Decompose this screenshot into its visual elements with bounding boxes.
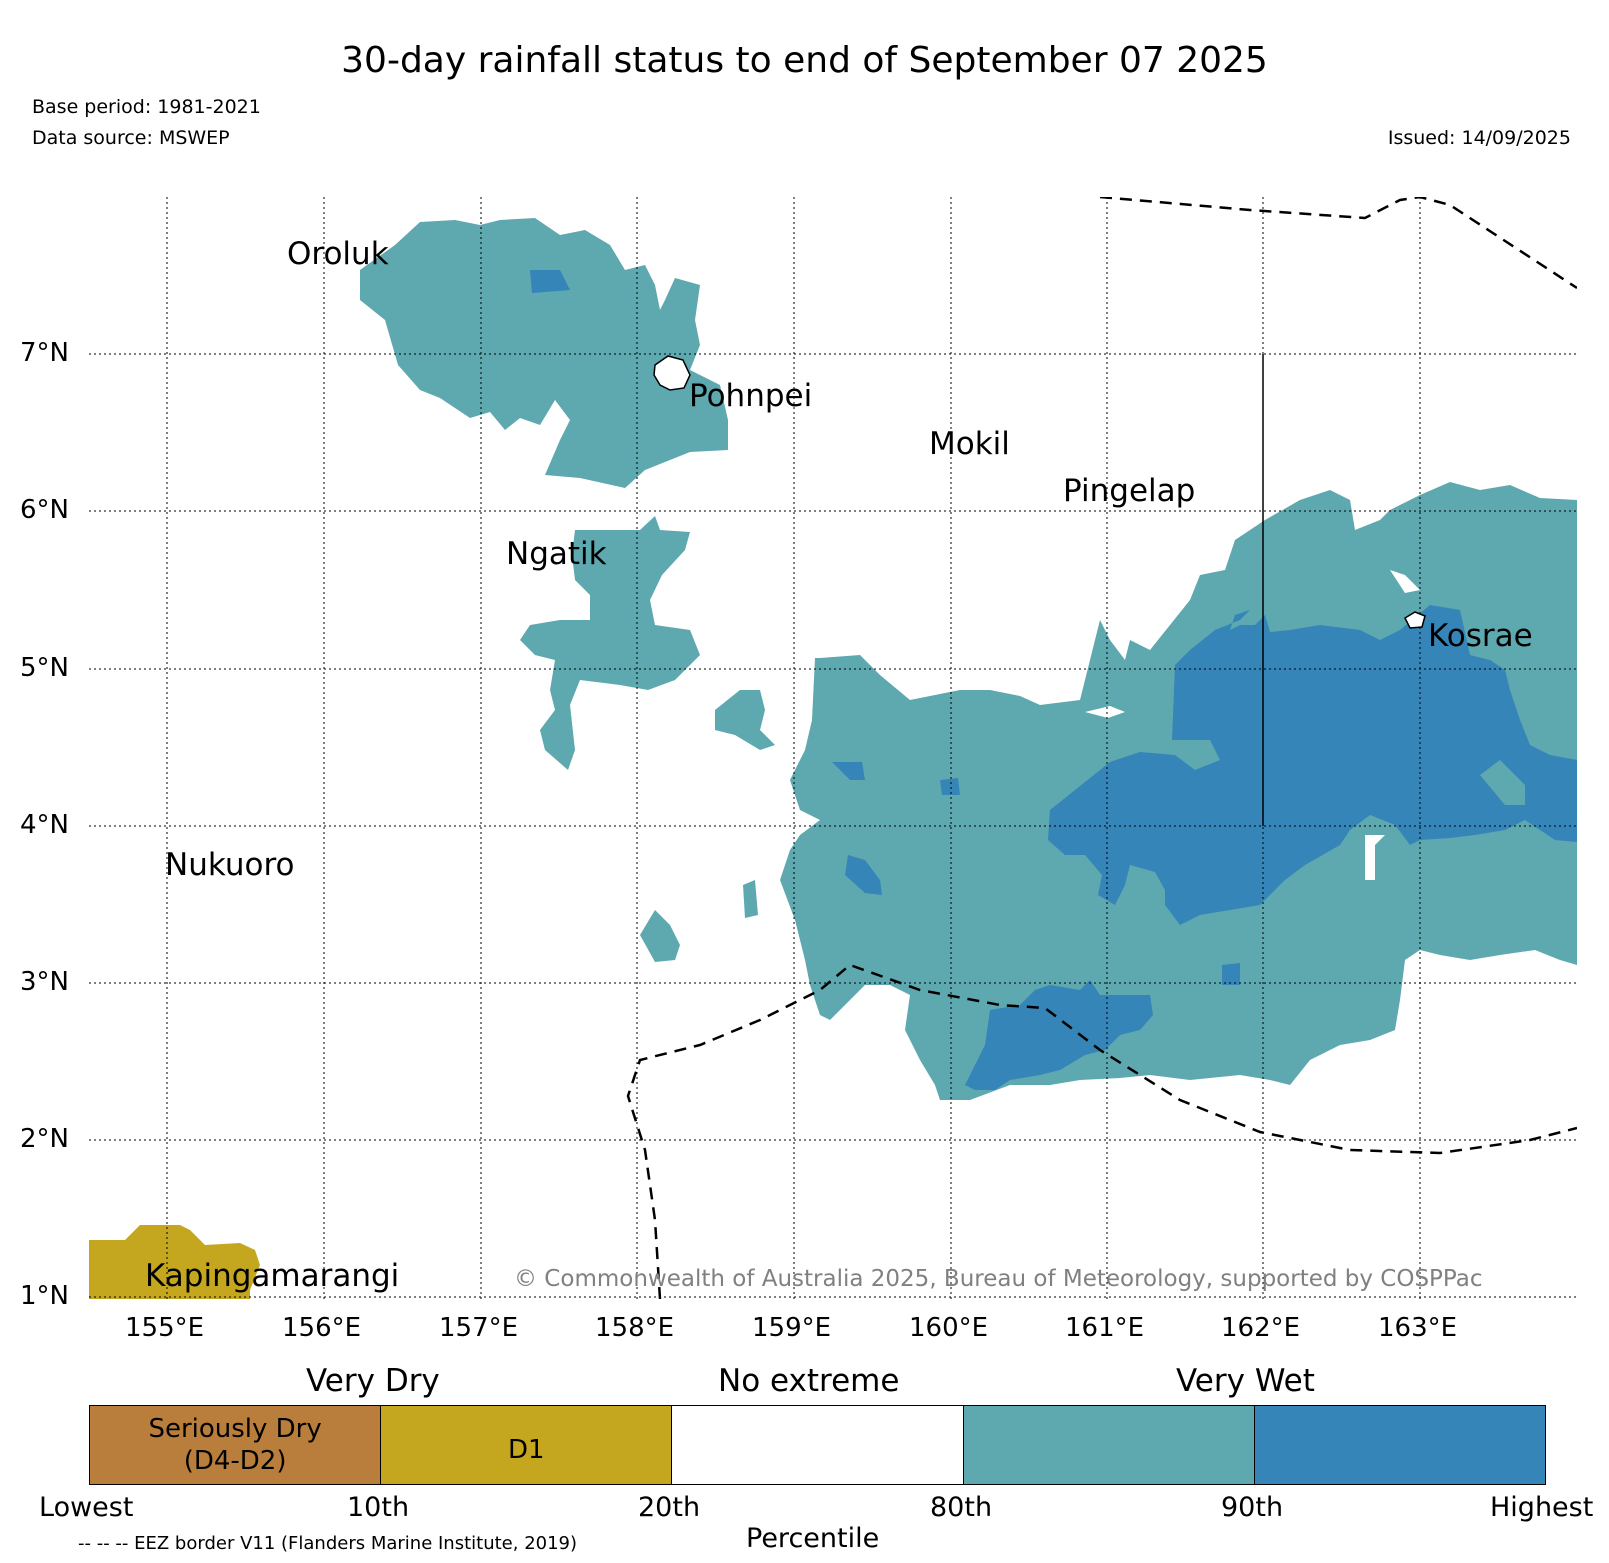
place-label-mokil: Mokil: [929, 426, 1010, 462]
place-label-pingelap: Pingelap: [1063, 473, 1196, 509]
very-wet-patch: [640, 910, 680, 962]
legend-tick-10th: 10th: [347, 1492, 410, 1523]
legend-tick-80th: 80th: [930, 1492, 993, 1523]
place-label-kapingamarangi: Kapingamarangi: [145, 1258, 400, 1294]
legend-group-no-extreme: No extreme: [718, 1363, 900, 1399]
lon-label: 159°E: [752, 1313, 832, 1343]
legend-box-d1: D1: [381, 1406, 673, 1484]
kosrae-island-outline: [1404, 611, 1426, 629]
lat-label: 2°N: [20, 1124, 69, 1154]
lat-label: 1°N: [20, 1281, 69, 1311]
very-high-patch: [832, 762, 865, 780]
lat-label: 4°N: [20, 810, 69, 840]
hole: [1085, 706, 1125, 718]
issued-date: Issued: 14/09/2025: [1387, 127, 1571, 149]
legend-tick-90th: 90th: [1221, 1492, 1284, 1523]
place-label-oroluk: Oroluk: [287, 236, 389, 272]
lon-label: 156°E: [282, 1313, 362, 1343]
hole: [1390, 570, 1420, 593]
very-wet-patch: [743, 880, 758, 918]
lon-label: 161°E: [1065, 1313, 1145, 1343]
legend-tick-20th: 20th: [638, 1492, 701, 1523]
very-wet-patch: [715, 690, 775, 750]
eez-borders: [626, 197, 1577, 1299]
very-high-patch: [530, 270, 570, 293]
very-wet-inset: [1480, 760, 1525, 805]
legend-tick-lowest: Lowest: [39, 1492, 134, 1523]
very-high-region-south: [965, 980, 1153, 1090]
lat-label: 5°N: [20, 653, 69, 683]
lon-label: 158°E: [595, 1313, 675, 1343]
very-wet-region-north: [360, 218, 728, 488]
copyright-notice: © Commonwealth of Australia 2025, Bureau…: [514, 1266, 1483, 1292]
eez-border-note: -- -- -- EEZ border V11 (Flanders Marine…: [78, 1533, 578, 1554]
lon-label: 155°E: [125, 1313, 205, 1343]
legend-group-very-wet: Very Wet: [1176, 1363, 1315, 1399]
very-high-patch: [845, 855, 882, 895]
lon-label: 162°E: [1221, 1313, 1301, 1343]
legend-group-very-dry: Very Dry: [306, 1363, 440, 1399]
legend-tick-highest: Highest: [1490, 1492, 1594, 1523]
base-period: Base period: 1981-2021: [32, 96, 261, 118]
lon-label: 157°E: [439, 1313, 519, 1343]
legend-box-80-90: [963, 1406, 1255, 1484]
very-wet-region-ngatik: [520, 516, 700, 770]
map-title: 30-day rainfall status to end of Septemb…: [341, 40, 1268, 81]
legend-box-seriously-dry: Seriously Dry (D4-D2): [90, 1406, 382, 1484]
place-label-pohnpei: Pohnpei: [689, 378, 813, 414]
data-source: Data source: MSWEP: [32, 127, 230, 149]
place-label-nukuoro: Nukuoro: [165, 847, 295, 883]
lat-label: 3°N: [20, 967, 69, 997]
very-high-patch: [1222, 963, 1240, 985]
d1-region-kapingamarangi: [89, 1225, 260, 1299]
legend-box-no-extreme: [672, 1406, 964, 1484]
legend-box-90-highest: [1254, 1406, 1546, 1484]
very-high-patch: [940, 778, 960, 795]
graticule: [89, 197, 1577, 1299]
rainfall-regions: [89, 218, 1577, 1299]
lat-label: 6°N: [20, 495, 69, 525]
lat-label: 7°N: [20, 338, 69, 368]
very-high-region-main: [1048, 605, 1577, 925]
place-label-kosrae: Kosrae: [1428, 618, 1533, 654]
lon-label: 160°E: [909, 1313, 989, 1343]
legend-axis-label: Percentile: [746, 1523, 880, 1554]
pohnpei-island-outline: [653, 355, 691, 391]
legend-colorbar: Seriously Dry (D4-D2) D1: [89, 1405, 1546, 1485]
place-label-ngatik: Ngatik: [506, 536, 607, 572]
hole: [1365, 835, 1385, 880]
lon-label: 163°E: [1378, 1313, 1458, 1343]
